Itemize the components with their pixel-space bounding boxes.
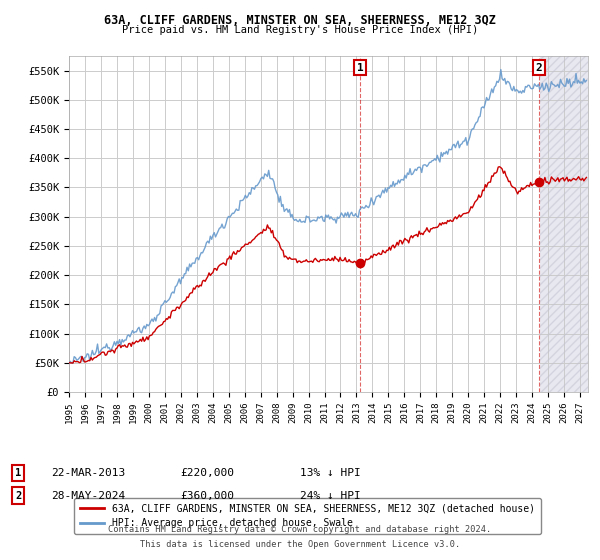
Text: 63A, CLIFF GARDENS, MINSTER ON SEA, SHEERNESS, ME12 3QZ: 63A, CLIFF GARDENS, MINSTER ON SEA, SHEE… [104,14,496,27]
Text: £220,000: £220,000 [180,468,234,478]
Text: Price paid vs. HM Land Registry's House Price Index (HPI): Price paid vs. HM Land Registry's House … [122,25,478,35]
Text: 13% ↓ HPI: 13% ↓ HPI [300,468,361,478]
Text: 28-MAY-2024: 28-MAY-2024 [51,491,125,501]
Text: Contains HM Land Registry data © Crown copyright and database right 2024.: Contains HM Land Registry data © Crown c… [109,525,491,534]
Bar [540,56,588,392]
Text: 2: 2 [535,63,542,73]
Text: 1: 1 [356,63,364,73]
Bar [540,56,588,392]
Text: 22-MAR-2013: 22-MAR-2013 [51,468,125,478]
Text: 2: 2 [15,491,21,501]
Legend: 63A, CLIFF GARDENS, MINSTER ON SEA, SHEERNESS, ME12 3QZ (detached house), HPI: A: 63A, CLIFF GARDENS, MINSTER ON SEA, SHEE… [74,498,541,534]
Text: This data is licensed under the Open Government Licence v3.0.: This data is licensed under the Open Gov… [140,540,460,549]
Text: 24% ↓ HPI: 24% ↓ HPI [300,491,361,501]
Text: £360,000: £360,000 [180,491,234,501]
Text: 1: 1 [15,468,21,478]
